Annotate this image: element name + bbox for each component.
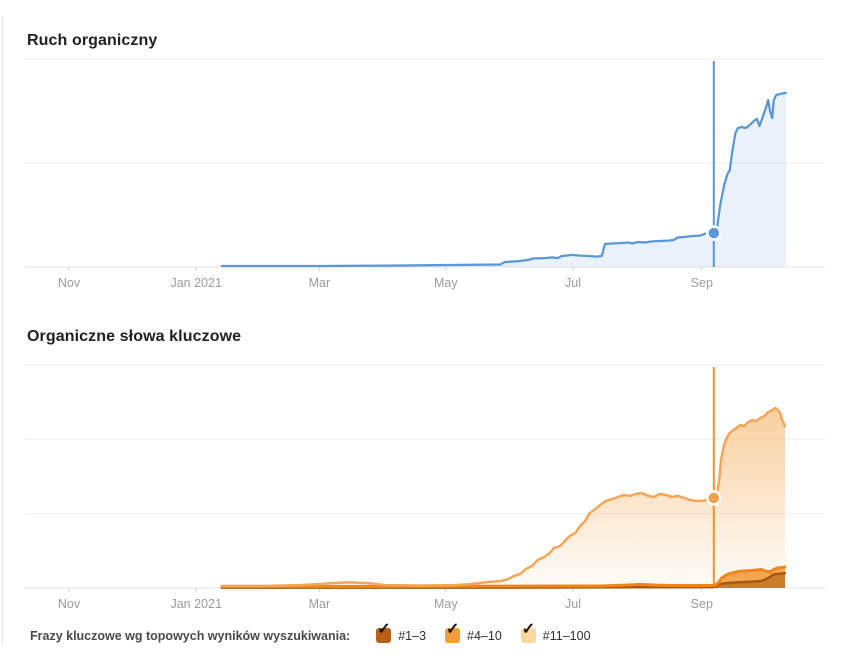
keywords-1-3-line bbox=[220, 571, 787, 589]
x-tick-label: May bbox=[434, 276, 458, 290]
legend-label: Frazy kluczowe wg topowych wyników wyszu… bbox=[30, 628, 351, 643]
legend-item-label: #1–3 bbox=[398, 628, 427, 643]
checkmark-icon: ✓ bbox=[377, 621, 391, 638]
x-tick-label: Nov bbox=[58, 597, 81, 611]
legend-item-4-10[interactable]: ✓ #4–10 bbox=[445, 622, 502, 643]
checkmark-icon: ✓ bbox=[521, 621, 536, 638]
x-tick-label: Mar bbox=[309, 597, 331, 611]
panel-left-border bbox=[2, 16, 3, 644]
organic-traffic-chart[interactable]: Nov Jan 2021 Mar May Jul Sep bbox=[0, 50, 848, 298]
legend-item-11-100[interactable]: ✓ #11–100 bbox=[520, 622, 591, 643]
keywords-11-100-area bbox=[221, 408, 786, 588]
keywords-legend: Frazy kluczowe wg topowych wyników wyszu… bbox=[30, 622, 610, 643]
selected-point-marker[interactable] bbox=[706, 225, 722, 241]
checkmark-icon: ✓ bbox=[446, 621, 460, 638]
legend-item-label: #4–10 bbox=[467, 628, 502, 643]
checkbox-4-10[interactable]: ✓ bbox=[445, 622, 461, 643]
selected-point-marker[interactable] bbox=[706, 490, 722, 506]
x-tick-label: Jan 2021 bbox=[170, 597, 221, 611]
keywords-1-3-area bbox=[221, 573, 786, 588]
organic-keywords-title: Organiczne słowa kluczowe bbox=[27, 328, 242, 346]
x-tick-label: May bbox=[434, 597, 458, 611]
legend-item-1-3[interactable]: ✓ #1–3 bbox=[376, 622, 427, 643]
x-tick-label: Jan 2021 bbox=[170, 276, 221, 290]
organic-traffic-line bbox=[220, 91, 787, 268]
organic-traffic-title: Ruch organiczny bbox=[27, 32, 158, 50]
x-tick-label: Sep bbox=[691, 276, 713, 290]
keywords-11-100-line bbox=[220, 406, 787, 588]
x-tick-label: Sep bbox=[691, 597, 713, 611]
legend-item-label: #11–100 bbox=[542, 628, 591, 643]
checkbox-11-100[interactable]: ✓ bbox=[520, 622, 536, 643]
x-tick-label: Mar bbox=[309, 276, 331, 290]
x-tick-label: Jul bbox=[565, 597, 581, 611]
keywords-4-10-line bbox=[220, 565, 787, 588]
organic-traffic-area bbox=[221, 92, 786, 268]
x-tick-label: Nov bbox=[58, 276, 81, 290]
organic-keywords-chart[interactable]: Nov Jan 2021 Mar May Jul Sep bbox=[0, 355, 848, 617]
checkbox-1-3[interactable]: ✓ bbox=[376, 622, 392, 643]
x-tick-label: Jul bbox=[565, 276, 581, 290]
